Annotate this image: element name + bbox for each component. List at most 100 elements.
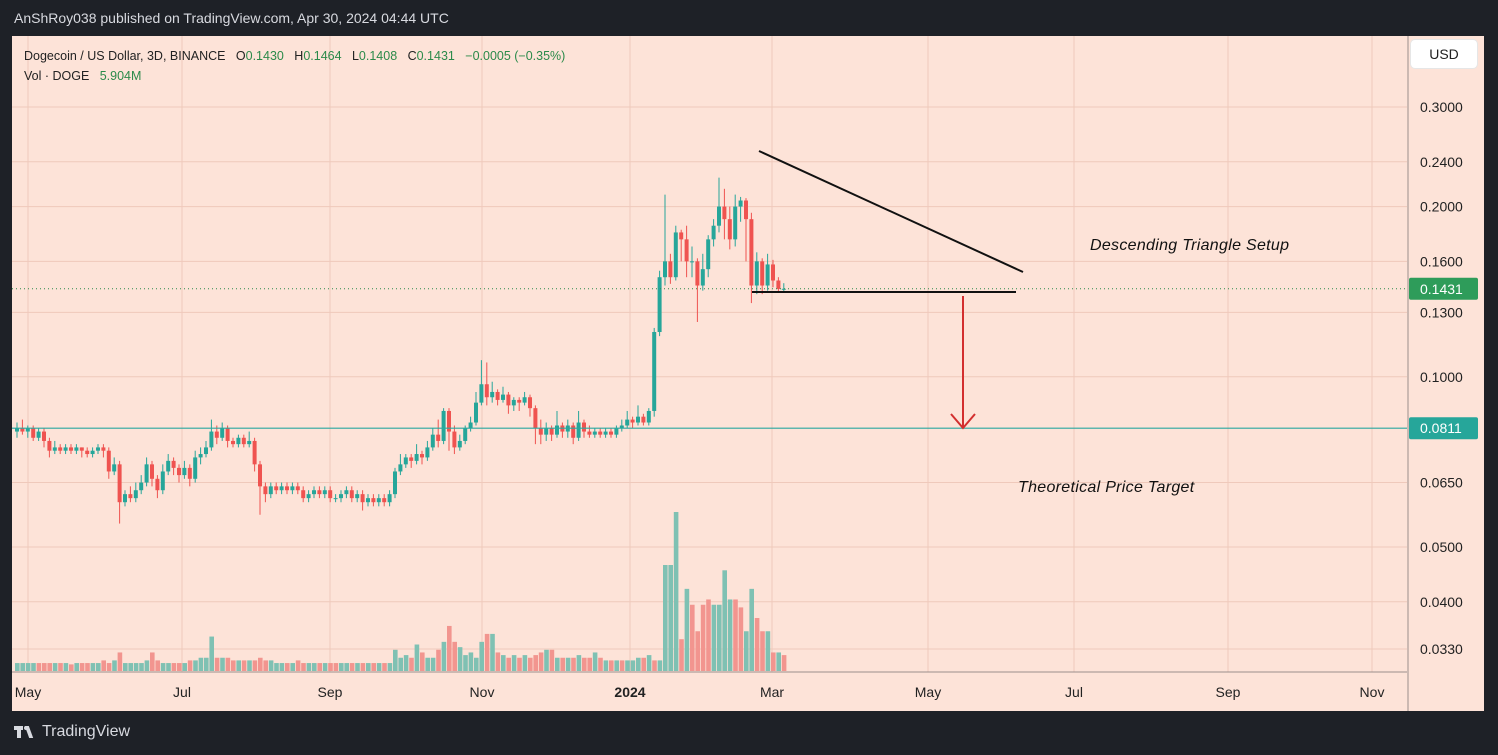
current-price-badge: 0.1431	[1420, 281, 1463, 297]
annotation-label: Theoretical Price Target	[1018, 479, 1195, 496]
volume-bar	[673, 512, 679, 671]
candle-body	[646, 410, 651, 423]
candle-body	[90, 450, 95, 455]
candle-body	[441, 410, 446, 441]
time-tick-label: Sep	[1216, 684, 1241, 700]
volume-bar	[706, 599, 711, 671]
candle-body	[657, 277, 662, 332]
candle-body	[722, 206, 727, 220]
candle-body	[749, 219, 754, 286]
symbol-label[interactable]: Dogecoin / US Dollar, 3D, BINANCE	[24, 49, 226, 63]
volume-bar	[231, 660, 236, 671]
candle-body	[177, 467, 181, 476]
target-price-badge-bg	[1409, 417, 1478, 440]
candle-body	[112, 464, 117, 472]
volume-bar	[317, 663, 322, 671]
candle-body	[668, 261, 673, 278]
candle-body	[279, 486, 284, 491]
high-value: 0.1464	[303, 49, 342, 63]
candle-body	[592, 431, 597, 435]
candle-body	[738, 200, 743, 207]
volume-bar	[252, 660, 258, 671]
volume-bar	[90, 663, 96, 671]
volume-bar	[700, 604, 706, 671]
high-label: H	[294, 49, 304, 63]
volume-bar	[279, 663, 285, 671]
candle-body	[538, 428, 543, 435]
price-tick-label: 0.2000	[1420, 199, 1463, 215]
candle-body	[295, 486, 300, 491]
candle-body	[490, 391, 495, 398]
tradingview-logo[interactable]: TradingView	[14, 723, 130, 741]
volume-bar	[241, 660, 247, 671]
candle-body	[301, 490, 306, 499]
candle-body	[344, 490, 349, 495]
candle-body	[479, 384, 484, 403]
target-price-badge: 0.0811	[1420, 420, 1462, 436]
candle-body	[252, 440, 257, 465]
candle-body	[582, 422, 586, 432]
volume-bar	[652, 660, 657, 671]
candle-body	[506, 394, 511, 406]
volume-bar	[457, 647, 463, 671]
volume-bar	[630, 660, 636, 671]
volume-bar	[117, 652, 123, 671]
volume-bar	[155, 660, 160, 671]
time-tick-label: 2024	[614, 684, 645, 700]
candle-body	[614, 428, 619, 435]
volume-bar	[144, 660, 150, 671]
volume-bar	[447, 625, 452, 671]
candle-body	[204, 447, 208, 455]
candle-body	[474, 402, 478, 423]
time-axis[interactable]: May Jul Sep Nov 2024 Mar May Jul Sep Nov	[15, 684, 1385, 700]
volume-bar	[344, 663, 349, 671]
candle-body	[69, 447, 73, 451]
candle-body	[171, 460, 176, 468]
volume-bar	[79, 663, 85, 671]
candle-body	[382, 498, 387, 503]
volume-bar	[166, 663, 171, 671]
tradingview-logo-icon	[14, 724, 36, 740]
candle-body	[457, 440, 462, 448]
candle-body	[652, 331, 657, 411]
candle-body	[549, 428, 554, 435]
chart-frame[interactable]	[12, 36, 1484, 711]
candle-body	[182, 467, 187, 476]
candles	[15, 177, 786, 524]
volume-bar	[695, 631, 700, 671]
volume-bar	[646, 655, 652, 671]
volume-bar	[42, 663, 47, 671]
volume-bar	[592, 652, 598, 671]
close-value: 0.1431	[416, 49, 455, 63]
candle-body	[101, 447, 106, 451]
price-axis[interactable]: 0.3000 0.2400 0.2000 0.1600 0.1300 0.1000 0.06…	[1409, 99, 1478, 657]
volume-bar	[425, 657, 430, 671]
low-value: 0.1408	[358, 49, 398, 63]
volume-bar	[198, 657, 204, 671]
candle-body	[576, 422, 581, 438]
time-tick-label: Sep	[318, 684, 343, 700]
volume-bar	[187, 660, 193, 671]
volume-bar	[209, 636, 214, 671]
candle-body	[598, 431, 603, 435]
candle-body	[333, 498, 338, 500]
volume-bar	[420, 652, 425, 671]
candle-body	[447, 410, 451, 432]
triangle-resistance-line	[758, 150, 1024, 273]
candle-body	[225, 428, 230, 441]
candle-body	[47, 440, 52, 451]
volume-bar	[85, 663, 90, 671]
volume-bar	[52, 663, 58, 671]
volume-bar	[776, 652, 781, 671]
candle-body	[387, 494, 392, 503]
candle-body	[220, 428, 225, 438]
currency-button[interactable]: USD	[1411, 40, 1477, 68]
candle-body	[544, 428, 549, 435]
candle-body	[339, 494, 343, 499]
candle-body	[484, 384, 489, 398]
volume-bar	[511, 655, 517, 671]
candle-body	[274, 486, 279, 491]
volume-bar	[96, 663, 101, 671]
volume-bar	[603, 660, 609, 671]
